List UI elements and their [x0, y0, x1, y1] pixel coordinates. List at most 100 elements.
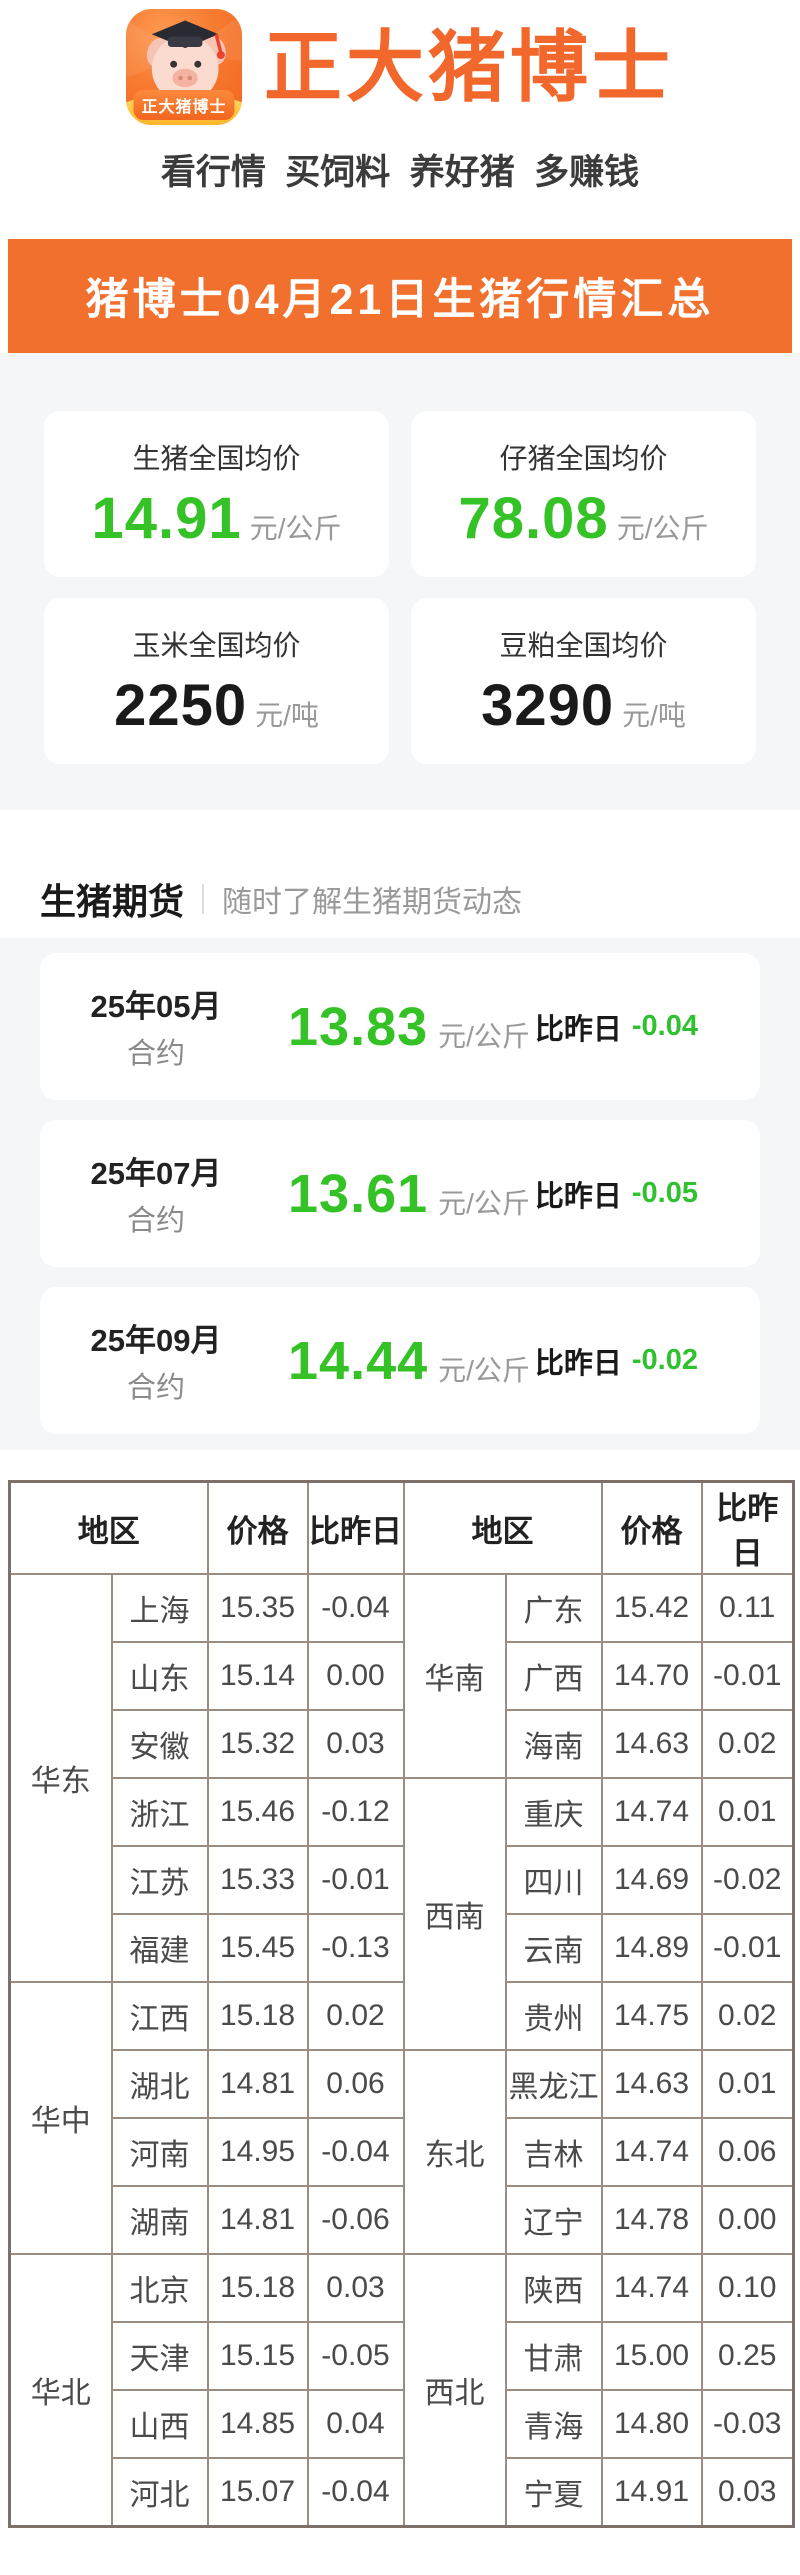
contract-block: 25年05月 合约 — [90, 981, 222, 1072]
province-cell: 湖南 — [110, 2185, 209, 2255]
change-cell: -0.01 — [700, 1641, 795, 1711]
change-cell: -0.01 — [306, 1845, 405, 1915]
futures-card-september[interactable]: 25年09月 合约 14.44 元/公斤 比昨日 -0.02 — [40, 1287, 760, 1434]
region-group-cell: 华南 — [402, 1573, 507, 1779]
province-cell: 江西 — [110, 1981, 209, 2051]
price-cell: 15.35 — [206, 1573, 309, 1643]
banner-title: 猪博士04月21日生猪行情汇总 — [85, 276, 715, 324]
change-cell: -0.05 — [306, 2321, 405, 2391]
table-row: 浙江 15.46 -0.12 西南 重庆 14.74 0.01 — [10, 1777, 795, 2051]
futures-card-may[interactable]: 25年05月 合约 13.83 元/公斤 比昨日 -0.04 — [40, 953, 760, 1100]
province-cell: 陕西 — [504, 2253, 603, 2323]
price-cell: 15.15 — [206, 2321, 309, 2391]
table-row: 福建 15.45 -0.13 云南 14.89 -0.01 — [10, 1913, 795, 1983]
region-group-cell: 西南 — [402, 1777, 507, 2051]
region-group-cell: 华北 — [8, 2253, 113, 2528]
summary-card-label: 玉米全国均价 — [132, 629, 301, 661]
header-change-right: 比昨日 — [700, 1480, 795, 1575]
futures-section-header: 生猪期货 随时了解生猪期货动态 — [0, 876, 800, 922]
price-cell: 14.95 — [206, 2117, 309, 2187]
price-cell: 14.75 — [600, 1981, 703, 2051]
province-cell: 重庆 — [504, 1777, 603, 1847]
price-cell: 15.14 — [206, 1641, 309, 1711]
change-cell: -0.03 — [700, 2389, 795, 2459]
futures-change: -0.04 — [631, 1010, 698, 1042]
summary-card-pig-price[interactable]: 生猪全国均价 14.91 元/公斤 — [44, 411, 389, 577]
price-cell: 15.00 — [600, 2321, 703, 2391]
table-row: 江苏 15.33 -0.01 四川 14.69 -0.02 — [10, 1845, 795, 1915]
summary-card-label: 仔猪全国均价 — [499, 442, 668, 474]
contract-word: 合约 — [126, 1038, 185, 1070]
table-header-row: 地区 价格 比昨日 地区 价格 比昨日 — [8, 1480, 795, 1575]
province-cell: 北京 — [110, 2253, 209, 2323]
change-cell: 0.00 — [306, 1641, 405, 1711]
province-cell: 江苏 — [110, 1845, 209, 1915]
price-table-body: 华东 上海 15.35 -0.04 华南 广东 15.42 0.11 山东 15.14 0.00 广西… — [8, 1573, 795, 2528]
header-region-left: 地区 — [8, 1480, 209, 1575]
change-cell: 0.03 — [306, 2253, 405, 2323]
futures-section-title: 生猪期货 — [40, 881, 185, 922]
daily-summary-banner: 猪博士04月21日生猪行情汇总 — [8, 239, 792, 353]
change-cell: 0.03 — [306, 1709, 405, 1779]
price-cell: 14.81 — [206, 2185, 309, 2255]
app-title: 正大猪博士 — [263, 23, 674, 111]
province-cell: 海南 — [504, 1709, 603, 1779]
price-cell: 14.74 — [600, 1777, 703, 1847]
table-row: 华北 北京 15.18 0.03 西北 陕西 14.74 0.10 — [8, 2253, 795, 2528]
summary-card-soymeal-price[interactable]: 豆粕全国均价 3290 元/吨 — [411, 598, 756, 764]
contract-month: 25年05月 — [90, 989, 222, 1024]
price-cell: 15.46 — [206, 1777, 309, 1847]
futures-section-subtitle: 随时了解生猪期货动态 — [222, 886, 523, 919]
region-group-cell: 华中 — [8, 1981, 113, 2255]
province-cell: 甘肃 — [504, 2321, 603, 2391]
futures-card-july[interactable]: 25年07月 合约 13.61 元/公斤 比昨日 -0.05 — [40, 1120, 760, 1267]
change-cell: 0.02 — [700, 1709, 795, 1779]
header-region-right: 地区 — [402, 1480, 603, 1575]
price-cell: 14.78 — [600, 2185, 703, 2255]
table-row: 华中 江西 15.18 0.02 贵州 14.75 0.02 — [8, 1981, 795, 2255]
price-cell: 15.42 — [600, 1573, 703, 1643]
province-cell: 上海 — [110, 1573, 209, 1643]
change-cell: 0.01 — [700, 1777, 795, 1847]
table-row: 天津 15.15 -0.05 甘肃 15.00 0.25 — [10, 2321, 795, 2391]
summary-card-piglet-price[interactable]: 仔猪全国均价 78.08 元/公斤 — [411, 411, 756, 577]
price-cell: 15.45 — [206, 1913, 309, 1983]
change-cell: 0.00 — [700, 2185, 795, 2255]
divider — [202, 884, 205, 914]
price-cell: 14.74 — [600, 2117, 703, 2187]
province-cell: 青海 — [504, 2389, 603, 2459]
province-cell: 广西 — [504, 1641, 603, 1711]
table-row: 华东 上海 15.35 -0.04 华南 广东 15.42 0.11 — [8, 1573, 795, 1983]
summary-card-corn-price[interactable]: 玉米全国均价 2250 元/吨 — [44, 598, 389, 764]
contract-month: 25年07月 — [90, 1156, 222, 1191]
province-cell: 辽宁 — [504, 2185, 603, 2255]
table-row: 山西 14.85 0.04 青海 14.80 -0.03 — [10, 2389, 795, 2459]
summary-card-value: 2250 — [114, 672, 248, 738]
change-cell: 0.06 — [306, 2049, 405, 2119]
price-cell: 14.70 — [600, 1641, 703, 1711]
change-cell: -0.04 — [306, 1573, 405, 1643]
futures-change: -0.05 — [631, 1177, 698, 1209]
app-tagline: 看行情 买饲料 养好猪 多赚钱 — [160, 153, 640, 192]
province-cell: 吉林 — [504, 2117, 603, 2187]
change-cell: 0.04 — [306, 2389, 405, 2459]
summary-card-unit: 元/公斤 — [249, 512, 342, 544]
compare-label: 比昨日 — [534, 1180, 622, 1213]
contract-month: 25年09月 — [90, 1323, 222, 1358]
summary-card-value: 78.08 — [458, 485, 609, 551]
table-row: 湖南 14.81 -0.06 辽宁 14.78 0.00 — [10, 2185, 795, 2255]
change-cell: 0.06 — [700, 2117, 795, 2187]
price-cell: 15.18 — [206, 1981, 309, 2051]
province-cell: 四川 — [504, 1845, 603, 1915]
summary-card-label: 生猪全国均价 — [132, 442, 301, 474]
price-cell: 14.85 — [206, 2389, 309, 2459]
region-group-cell: 华东 — [8, 1573, 113, 1983]
futures-price: 13.61 — [288, 1163, 429, 1224]
province-cell: 浙江 — [110, 1777, 209, 1847]
change-cell: -0.06 — [306, 2185, 405, 2255]
table-row: 湖北 14.81 0.06 东北 黑龙江 14.63 0.01 — [10, 2049, 795, 2255]
change-cell: 0.11 — [700, 1573, 795, 1643]
summary-card-value: 14.91 — [91, 485, 242, 551]
summary-card-label: 豆粕全国均价 — [499, 629, 668, 661]
change-cell: 0.25 — [700, 2321, 795, 2391]
